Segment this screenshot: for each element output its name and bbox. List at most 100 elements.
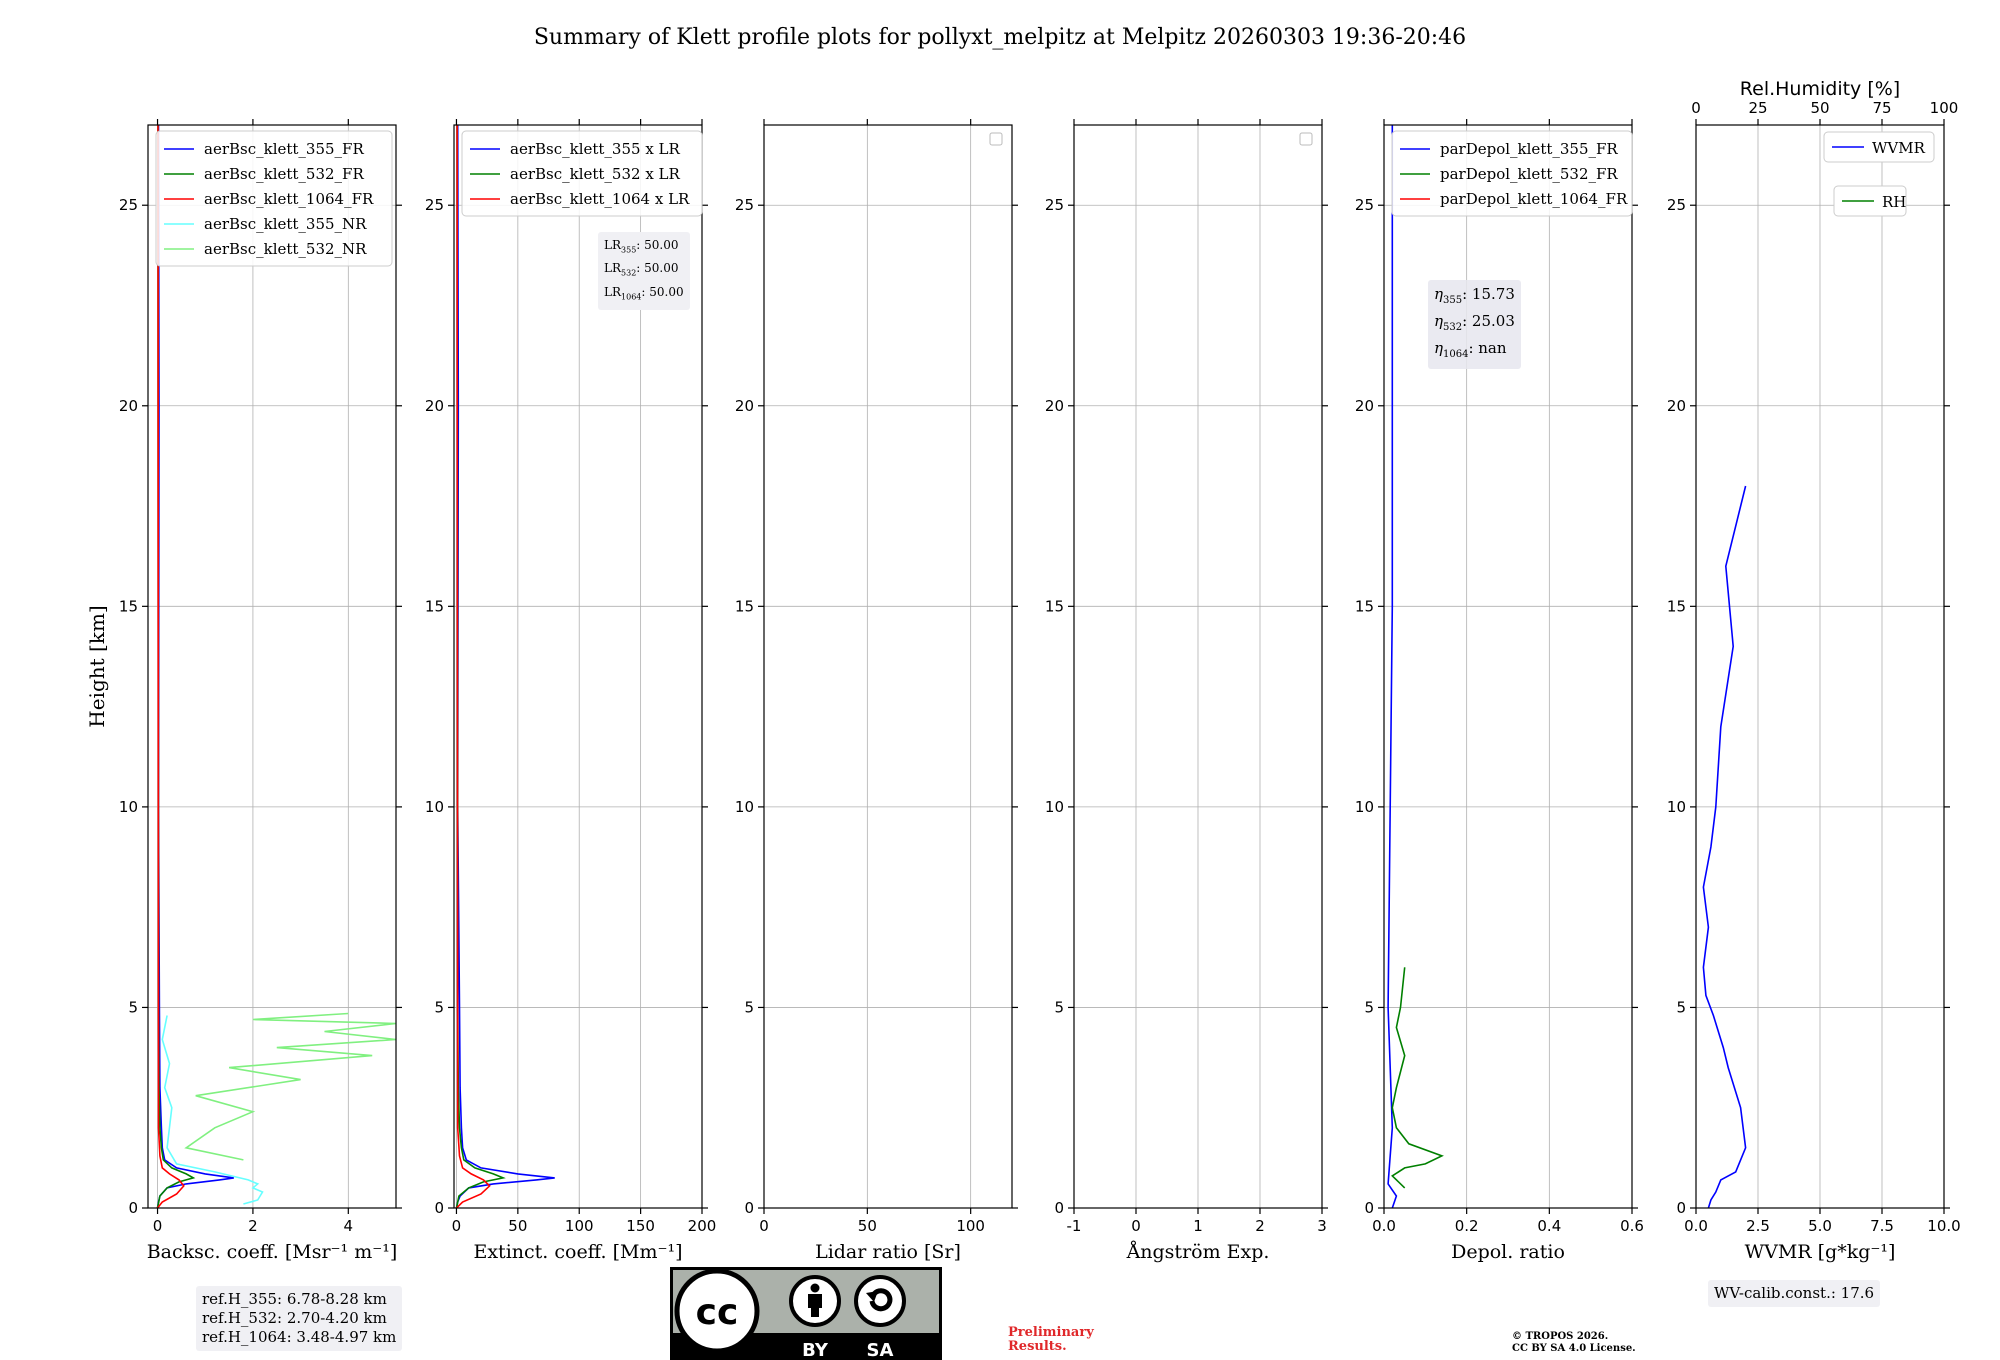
x-tick-label: 200	[688, 1217, 717, 1235]
axes-frame	[453, 124, 703, 1209]
series-WVMR	[1702, 485, 1747, 1208]
panel-depolarization: 0.0 0.2 0.4 0.6 0 5 10 15 20 25 Depol. ratio parDep…	[1355, 119, 1644, 1263]
legend-label: aerBsc_klett_532_FR	[204, 165, 364, 183]
y-tick-label: 10	[1045, 798, 1064, 816]
legend-box	[1823, 131, 1935, 163]
lidar-ratio-annotation: LR355: 50.00 LR532: 50.00 LR1064: 50.00	[598, 232, 690, 311]
y-tick-label: 5	[744, 998, 754, 1016]
y-tick-label: 25	[119, 196, 138, 214]
y-tick-label: 20	[119, 397, 138, 415]
y-tick-label: 25	[425, 196, 444, 214]
panel-water_vapor: 0.0 2.5 5.0 7.5 10.0 0 5 10 15 20 25 0 25 50 75 100 Rel.…	[1667, 78, 1961, 1263]
legend-label: parDepol_klett_532_FR	[1440, 165, 1618, 183]
y-tick-label: 25	[1045, 196, 1064, 214]
y-tick-label: 25	[1667, 196, 1686, 214]
panel-lidar_ratio: 0 50 100 0 5 10 15 20 25 Lidar ratio [Sr]	[735, 119, 1018, 1263]
x-tick-label: 0.6	[1620, 1217, 1644, 1235]
x-tick-label: 3	[1317, 1217, 1327, 1235]
legend-label: aerBsc_klett_532 x LR	[510, 165, 681, 183]
eta532-line: η532: 25.03	[1434, 312, 1515, 333]
series-group	[455, 125, 555, 1208]
x-tick-label: 5.0	[1808, 1217, 1832, 1235]
x-tick-label: 150	[626, 1217, 655, 1235]
x-tick-label: 2.5	[1746, 1217, 1770, 1235]
y-tick-label: 0	[1364, 1199, 1374, 1217]
x-tick-label: 7.5	[1870, 1217, 1894, 1235]
refh-532: ref.H_532: 2.70-4.20 km	[202, 1309, 387, 1327]
eta355-line: η355: 15.73	[1434, 285, 1515, 306]
axes-frame	[147, 124, 397, 1209]
x-tick-label: 0	[452, 1217, 462, 1235]
series-group	[1702, 485, 1747, 1208]
y-tick-label: 5	[128, 998, 138, 1016]
y-tick-label: 20	[735, 397, 754, 415]
y-tick-label: 15	[425, 597, 444, 615]
y-tick-label: 5	[1676, 998, 1686, 1016]
legend-box	[461, 130, 703, 217]
legend: aerBsc_klett_355_FR aerBsc_klett_532_FRae…	[155, 130, 393, 267]
y-tick-label: 25	[1355, 196, 1374, 214]
empty-legend-box	[989, 132, 1003, 146]
cc-text: cc	[696, 1292, 739, 1333]
legend-label: RH	[1882, 193, 1906, 211]
y-tick-label: 0	[744, 1199, 754, 1217]
copyright-line-2: CC BY SA 4.0 License.	[1512, 1343, 1636, 1354]
top-axis-label: Rel.Humidity [%]	[1740, 78, 1900, 100]
x-tick-label: 1	[1193, 1217, 1203, 1235]
top-x-tick-label: 100	[1930, 99, 1959, 117]
series-aerBsc_klett_355 x LR	[455, 125, 555, 1208]
preliminary-line-1: Preliminary	[1008, 1325, 1094, 1340]
y-tick-label: 10	[425, 798, 444, 816]
series-aerBsc_klett_532_FR	[156, 125, 196, 1208]
legend: WVMR RH	[1823, 131, 1935, 217]
x-axis-label: Backsc. coeff. [Msr⁻¹ m⁻¹]	[147, 1241, 398, 1263]
y-tick-label: 10	[119, 798, 138, 816]
legend-label: parDepol_klett_355_FR	[1440, 140, 1618, 158]
x-tick-label: 0	[153, 1217, 163, 1235]
series-group	[1387, 125, 1444, 1208]
cc-by-sa-badge: cc BY SA	[670, 1267, 942, 1360]
lr1064-line: LR1064: 50.00	[604, 284, 684, 302]
copyright-line-1: © TROPOS 2026.	[1512, 1331, 1609, 1342]
panel-backscatter: 0 2 4 0 5 10 15 20 25 Backsc. coeff. [Msr⁻¹ m⁻¹] H…	[85, 119, 402, 1263]
series-aerBsc_klett_355_NR	[161, 1015, 264, 1205]
x-tick-label: 0.2	[1455, 1217, 1479, 1235]
legend-label: WVMR	[1872, 139, 1926, 157]
copyright-note: © TROPOS 2026. CC BY SA 4.0 License.	[1512, 1331, 1636, 1355]
y-tick-label: 20	[1667, 397, 1686, 415]
legend-label: aerBsc_klett_532_NR	[204, 240, 367, 258]
series-aerBsc_klett_532 x LR	[455, 125, 506, 1208]
empty-legend-box	[1299, 132, 1313, 146]
y-tick-label: 10	[735, 798, 754, 816]
y-tick-label: 20	[1355, 397, 1374, 415]
y-tick-label: 0	[1054, 1199, 1064, 1217]
panel-extinction: 0 50 100 150 200 0 5 10 15 20 25 Extinct. coeff. [M…	[425, 119, 716, 1263]
y-tick-label: 15	[119, 597, 138, 615]
x-tick-label: -1	[1067, 1217, 1082, 1235]
refh-355: ref.H_355: 6.78-8.28 km	[202, 1290, 387, 1308]
series-aerBsc_klett_1064_FR	[156, 125, 185, 1208]
lr355-line: LR355: 50.00	[604, 238, 679, 255]
share-alike-icon	[854, 1275, 906, 1327]
top-x-tick-label: 50	[1810, 99, 1829, 117]
y-tick-label: 15	[1667, 597, 1686, 615]
y-axis-label: Height [km]	[85, 605, 109, 727]
y-tick-label: 15	[1355, 597, 1374, 615]
legend-label: aerBsc_klett_355_FR	[204, 140, 364, 158]
x-tick-label: 0	[759, 1217, 769, 1235]
legend-label: aerBsc_klett_355 x LR	[510, 140, 681, 158]
top-x-tick-label: 75	[1872, 99, 1891, 117]
x-tick-label: 50	[858, 1217, 877, 1235]
x-tick-label: 100	[565, 1217, 594, 1235]
reference-height-annotation: ref.H_355: 6.78-8.28 km ref.H_532: 2.70-…	[196, 1286, 403, 1351]
x-axis-label: Ångström Exp.	[1126, 1241, 1270, 1263]
y-tick-label: 0	[128, 1199, 138, 1217]
x-tick-label: 0.0	[1372, 1217, 1396, 1235]
series-parDepol_klett_532_FR	[1391, 967, 1444, 1189]
series-aerBsc_klett_355_FR	[156, 125, 234, 1208]
x-tick-label: 0.0	[1684, 1217, 1708, 1235]
legend-label: aerBsc_klett_1064_FR	[204, 190, 374, 208]
x-tick-label: 2	[1255, 1217, 1265, 1235]
